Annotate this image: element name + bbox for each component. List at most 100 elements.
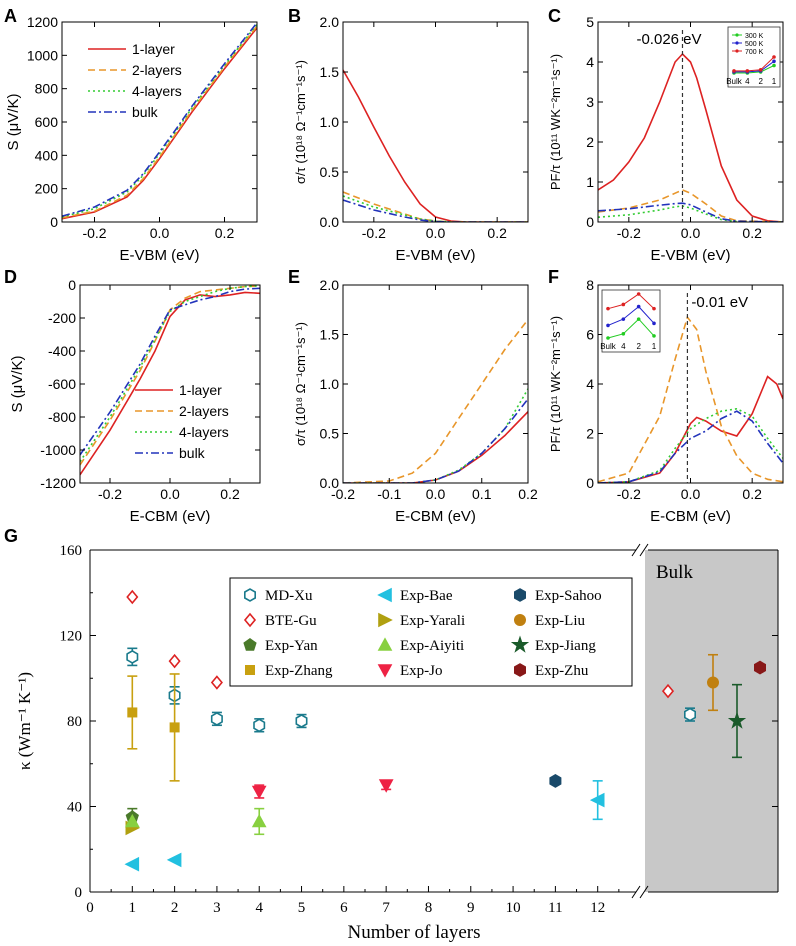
x-tick-label: 0.2 [220, 486, 240, 502]
x-tick-label: -0.2 [617, 225, 641, 241]
inset-tick-label: Bulk [600, 342, 617, 351]
marker-hexagon-open [210, 711, 223, 726]
series-4-layers [62, 24, 257, 218]
y-tick-label: 1200 [27, 14, 58, 30]
y-tick-label: 0 [68, 277, 76, 293]
series-bulk [80, 287, 260, 456]
inset-series-500 K [734, 60, 775, 73]
x-tick-label: 4 [255, 900, 263, 916]
panel-letter-c: C [548, 6, 561, 26]
series-bulk [62, 22, 257, 217]
inset-tick-label: Bulk [726, 77, 743, 86]
y-axis-label: κ (Wm⁻¹ K⁻¹) [15, 672, 34, 770]
y-tick-label: 1000 [27, 47, 58, 63]
inset: Bulk 4 2 1 [600, 289, 661, 353]
series-MD-Xu [126, 647, 697, 733]
marker-triangle-down [251, 785, 267, 800]
marker-triangle-up [251, 813, 267, 828]
series-BTE-Gu [126, 589, 675, 699]
x-tick-label: 0.2 [742, 486, 762, 502]
x-tick-label: 10 [506, 900, 521, 916]
y-tick-label: 5 [586, 14, 594, 30]
x-tick-label: -0.2 [331, 486, 355, 502]
y-tick-label: 1.0 [320, 114, 340, 130]
marker-square [169, 722, 180, 733]
annotation-label: -0.026 eV [636, 31, 701, 48]
x-axis-label: E-CBM (eV) [395, 508, 476, 525]
legend-label-Exp-Sahoo: Exp-Sahoo [535, 588, 602, 604]
series-4-layers [80, 285, 260, 463]
y-axis-label: σ/τ (10¹⁸ Ω⁻¹cm⁻¹s⁻¹) [293, 60, 308, 184]
marker-triangle-right [378, 612, 393, 628]
x-tick-label: 0.0 [150, 225, 170, 241]
y-tick-label: 8 [586, 277, 594, 293]
inset-point [621, 332, 626, 336]
panel-e: -0.2 -0.1 0.0 0.1 0.2 0.0 0.5 1.0 1.5 2.0 E-CBM (e… [293, 277, 538, 525]
marker-triangle-up [124, 813, 140, 828]
marker-pentagon [243, 638, 257, 651]
marker-hexagon [753, 660, 767, 675]
series-bulk [598, 410, 783, 483]
panel-a: -0.2 0.0 0.2 0 200 400 600 800 1000 1200 E-VBM (eV… [5, 14, 258, 264]
legend-label-Exp-Yarali: Exp-Yarali [400, 613, 465, 629]
y-tick-label: 160 [60, 543, 83, 559]
x-axis-label: E-VBM (eV) [395, 247, 475, 264]
x-axis-label: Number of layers [348, 922, 481, 943]
marker-triangle-left [166, 852, 182, 868]
marker-circle [707, 676, 719, 689]
inset-legend-marker [735, 49, 739, 53]
inset-tick-label: 2 [758, 77, 763, 86]
x-axis-label: E-CBM (eV) [130, 508, 211, 525]
legend-label-1-layer: 1-layer [132, 41, 175, 57]
marker-diamond-open [126, 589, 139, 605]
y-tick-label: 3 [586, 94, 594, 110]
y-axis-label: PF/τ (10¹¹ WK⁻²m⁻¹s⁻¹) [548, 316, 563, 452]
marker-triangle-down [377, 664, 393, 678]
inset-tick-label: 2 [636, 342, 641, 351]
legend-frame [229, 577, 633, 687]
series-Exp-Aiyiti [124, 807, 267, 836]
inset-legend-marker [735, 33, 739, 37]
legend-label-1-layer: 1-layer [179, 382, 222, 398]
series-1-layer [343, 69, 528, 222]
x-tick-label: -0.1 [377, 486, 401, 502]
y-axis-label: S (μV/K) [9, 356, 26, 413]
y-tick-label: 2.0 [320, 277, 340, 293]
inset-tick-label: 4 [745, 77, 750, 86]
panel-f: -0.2 0.0 0.2 0 2 4 6 8 E-CBM (eV) PF/τ (10¹¹ WK⁻²… [548, 277, 784, 525]
x-tick-label: 0.0 [426, 225, 446, 241]
inset-point [732, 69, 736, 73]
x-tick-label: 0.0 [681, 225, 701, 241]
x-tick-label: 0.2 [487, 225, 507, 241]
y-tick-label: 600 [35, 114, 59, 130]
marker-diamond-open [661, 683, 675, 699]
y-tick-label: -800 [48, 409, 76, 425]
legend: 1-layer 2-layers 4-layers bulk [88, 41, 182, 120]
marker-square [245, 665, 255, 675]
x-tick-label: 8 [425, 900, 433, 916]
inset-frame [727, 26, 781, 88]
marker-diamond-open [168, 653, 181, 669]
inset-legend-label: 300 K [745, 33, 764, 40]
marker-hexagon-open [295, 714, 308, 728]
x-tick-label: 9 [467, 900, 475, 916]
marker-hexagon-open [126, 649, 139, 664]
bulk-label: Bulk [656, 562, 693, 583]
y-tick-label: 4 [586, 376, 594, 392]
x-tick-label: 0 [86, 900, 94, 916]
y-tick-label: 6 [586, 327, 594, 343]
inset-point [636, 292, 641, 296]
series-1-layer [80, 291, 260, 476]
legend-label-BTE-Gu: BTE-Gu [265, 613, 317, 629]
y-tick-label: 2 [586, 426, 594, 442]
marker-diamond-open [210, 675, 223, 690]
legend-label-4-layers: 4-layers [179, 424, 229, 440]
series-Exp-Zhu [753, 660, 767, 675]
x-tick-label: -0.2 [82, 225, 106, 241]
y-tick-label: 0.5 [320, 164, 340, 180]
inset-point [745, 69, 750, 73]
series-bulk [343, 199, 528, 222]
